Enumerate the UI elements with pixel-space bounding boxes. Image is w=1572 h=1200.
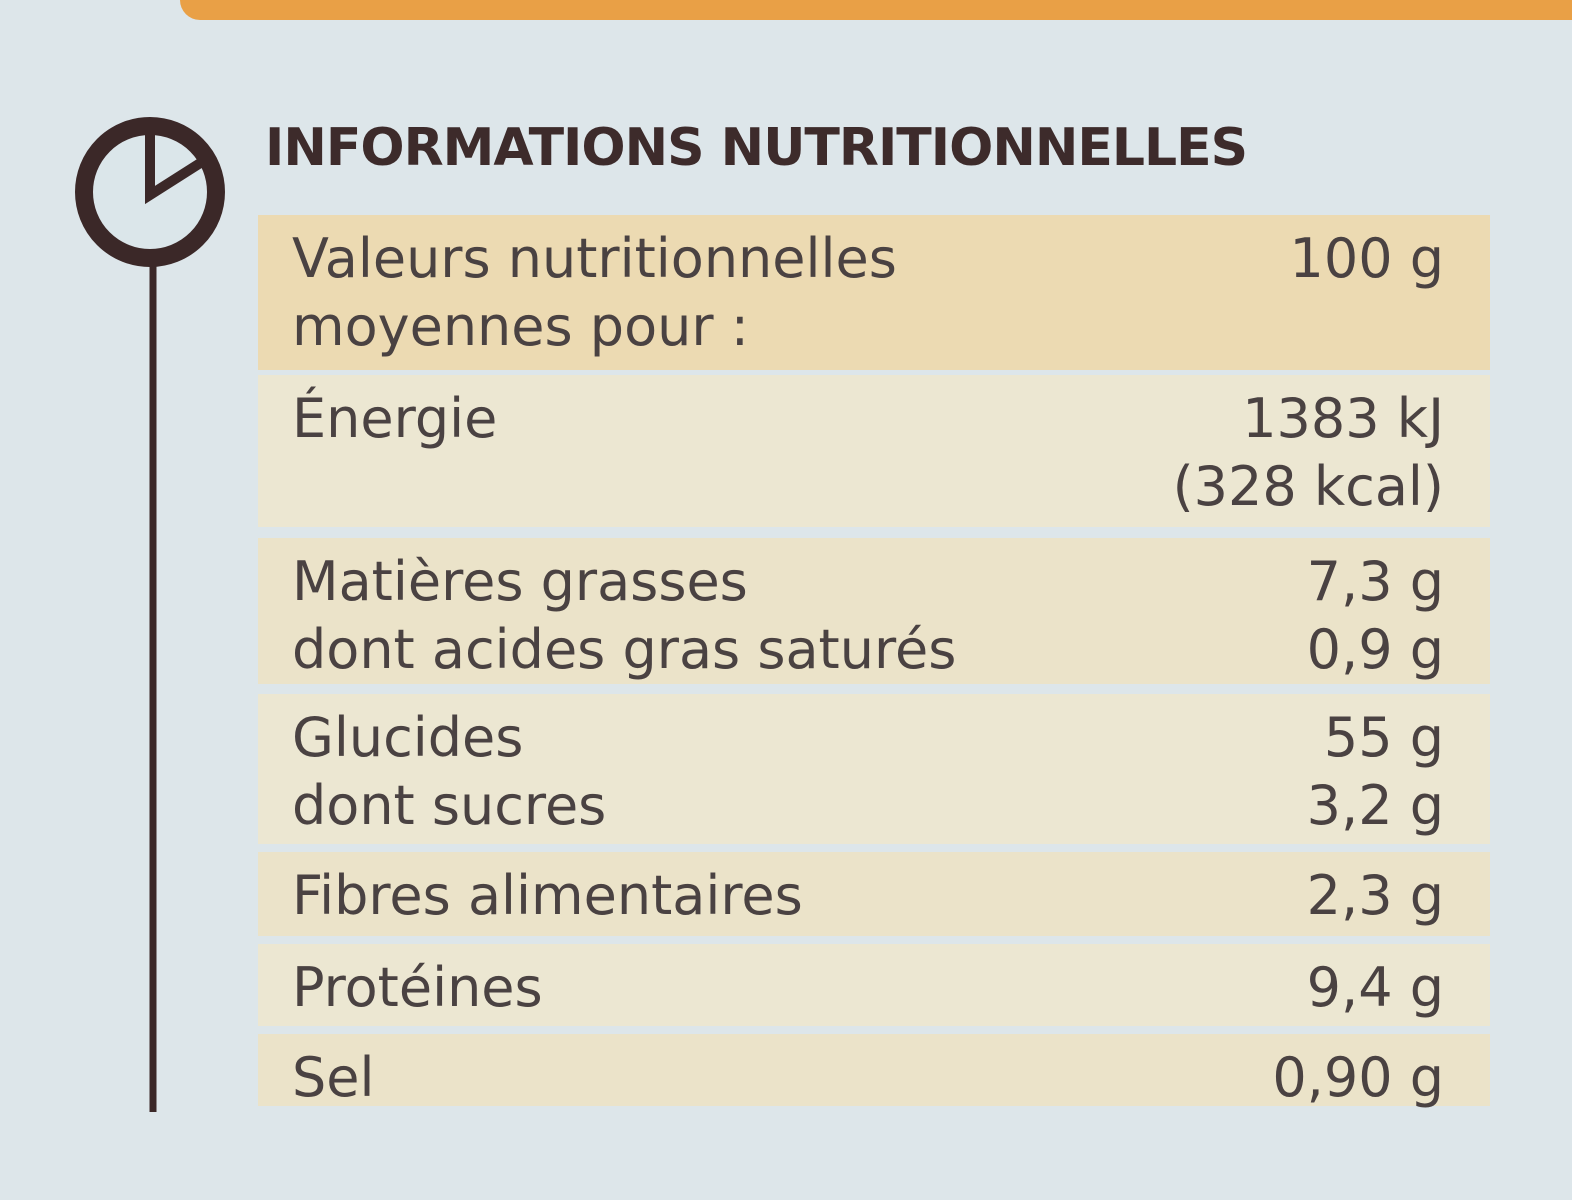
row-label: Valeurs nutritionnelles moyennes pour :	[292, 225, 897, 361]
cell-line: dont sucres	[292, 774, 607, 837]
cell-line: 55 g	[1323, 706, 1444, 769]
row-value: 0,90 g	[1272, 1044, 1444, 1112]
cell-line: Sel	[292, 1046, 375, 1109]
cell-line: Matières grasses	[292, 550, 748, 613]
row-value: 9,4 g	[1307, 954, 1444, 1022]
cell-line: 100 g	[1289, 227, 1444, 290]
cell-line: 0,90 g	[1272, 1046, 1444, 1109]
cell-line: Fibres alimentaires	[292, 864, 803, 927]
cell-line: moyennes pour :	[292, 295, 749, 358]
table-row: Sel 0,90 g	[258, 1034, 1490, 1109]
row-value: 100 g	[1289, 225, 1444, 293]
row-value: 7,3 g 0,9 g	[1307, 548, 1444, 684]
cell-line: 9,4 g	[1306, 956, 1444, 1019]
table-row: Protéines 9,4 g	[258, 944, 1490, 1026]
cell-line: Glucides	[292, 706, 524, 769]
title: INFORMATIONS NUTRITIONNELLES	[265, 118, 1248, 178]
row-label: Énergie	[292, 385, 497, 453]
orange-band	[180, 0, 1572, 20]
row-label: Fibres alimentaires	[292, 862, 803, 930]
cell-line: dont acides gras saturés	[292, 618, 957, 681]
row-value: 1383 kJ (328 kcal)	[1173, 385, 1444, 521]
cell-line: 2,3 g	[1306, 864, 1444, 927]
cell-line: Valeurs nutritionnelles	[292, 227, 897, 290]
cell-line: 3,2 g	[1306, 774, 1444, 837]
table-row: Énergie 1383 kJ (328 kcal)	[258, 375, 1490, 527]
table-row: Glucides dont sucres 55 g 3,2 g	[258, 694, 1490, 844]
row-label: Matières grasses dont acides gras saturés	[292, 548, 956, 684]
cell-line: Protéines	[292, 956, 543, 1019]
table-header: Valeurs nutritionnelles moyennes pour : 10…	[258, 215, 1490, 370]
cell-line: (328 kcal)	[1172, 455, 1444, 518]
row-value: 55 g 3,2 g	[1307, 704, 1444, 840]
table-row: Fibres alimentaires 2,3 g	[258, 852, 1490, 936]
row-label: Sel	[292, 1044, 375, 1112]
cell-line: 7,3 g	[1306, 550, 1444, 613]
table-row: Matières grasses dont acides gras saturés…	[258, 538, 1490, 684]
icon	[75, 117, 225, 1112]
row-value: 2,3 g	[1307, 862, 1444, 930]
row-label: Glucides dont sucres	[292, 704, 606, 840]
row-label: Protéines	[292, 954, 543, 1022]
cell-line: Énergie	[292, 387, 498, 450]
cell-line: 0,9 g	[1306, 618, 1444, 681]
cell-line: 1383 kJ	[1242, 387, 1444, 450]
